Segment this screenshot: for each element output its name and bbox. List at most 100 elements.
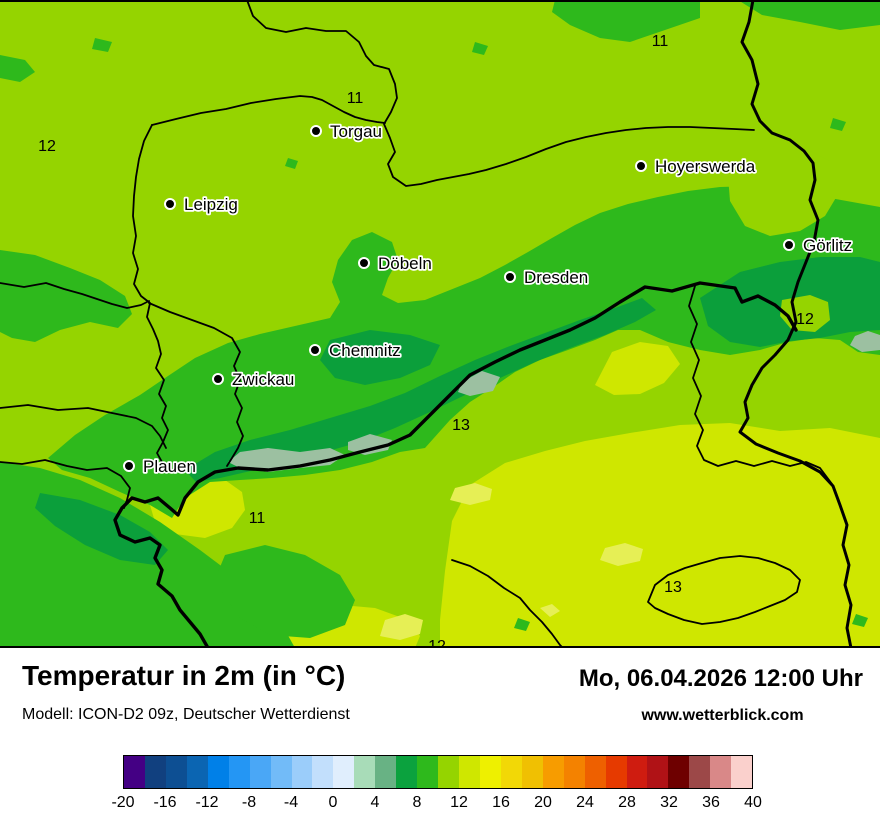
colorbar-tick: 28 [618,794,636,811]
temperature-map: 11 12 11 12 13 11 13 12 Torgau Leipzig Hoyerswerda… [0,0,880,648]
website-link: www.wetterblick.com [641,707,804,724]
colorbar-segment [563,756,585,788]
district-zwickau [148,302,244,467]
region-cool-blob-bottom [218,545,355,638]
colorbar-segment [521,756,543,788]
temp-label: 13 [452,417,470,434]
colorbar-tick: 32 [660,794,678,811]
colorbar-tick: 20 [534,794,552,811]
colorbar-segment [249,756,271,788]
district-left-mid [0,404,167,449]
city-label: Zwickau [232,370,294,389]
colorbar-tick: -20 [111,794,135,811]
district-east [688,285,833,485]
district-north [246,0,755,187]
colorbar-segment [605,756,627,788]
colorbar-segment [207,756,229,788]
colorbar-segment [689,756,711,788]
region-cold-blob-chemnitz-east [320,330,440,385]
region-paleyellow-spot-1 [450,483,492,505]
city-label: Torgau [330,122,382,141]
region-cool-patch-topcenter [552,0,700,42]
map-container: 11 12 11 12 13 11 13 12 Torgau Leipzig Hoyerswerda… [0,0,880,648]
colorbar-segment [500,756,522,788]
region-paleyellow-spot-4 [540,604,560,617]
region-coldest-sage-ridge-1 [228,448,345,472]
city-label: Plauen [143,457,196,476]
city-label: Hoyerswerda [655,157,756,176]
temp-label: 12 [38,138,56,155]
colorbar-tick: 36 [702,794,720,811]
district-left-low [0,459,131,509]
region-cold-blob-southwest [35,493,168,565]
colorbar-segment [228,756,250,788]
region-cool-patch-leftedge [0,55,35,82]
district-leipzig-north [151,95,386,126]
city-label: Döbeln [378,254,432,273]
region-coldest-sage-corner [850,331,880,352]
colorbar-tick: 8 [412,794,422,811]
temperature-colorbar [123,755,753,789]
colorbar-segment [710,756,732,788]
district-thuringia [0,282,150,309]
region-coldest-sage-ridge-2 [348,434,392,455]
border-poland [738,0,853,648]
colorbar-segment [375,756,397,788]
region-warm-zone-southeast [440,423,880,648]
city-marker [783,239,795,251]
colorbar-segment [647,756,669,788]
district-west [132,124,172,469]
region-cool-speck-5 [852,614,868,627]
city-marker [212,373,224,385]
region-cool-speck-2 [472,42,488,55]
colorbar-segment [438,756,459,788]
colorbar-segment [542,756,564,788]
page-title: Temperatur in 2m (in °C) [22,660,346,691]
city-label: Chemnitz [329,341,401,360]
city-marker [123,460,135,472]
colorbar-segment [479,756,501,788]
colorbar-segment [186,756,208,788]
district-enclave-loop [647,555,801,625]
colorbar-segment [144,756,166,788]
colorbar-tick: -4 [283,794,299,811]
colorbar-segment [626,756,648,788]
colorbar-segment [584,756,606,788]
city-marker [164,198,176,210]
model-info: Modell: ICON-D2 09z, Deutscher Wetterdie… [22,706,350,723]
region-cool-patch-topright [738,0,880,30]
region-paleyellow-spot-3 [380,614,423,640]
colorbar-tick: 0 [328,794,338,811]
colorbar-segment [668,756,690,788]
colorbar-tick: 16 [492,794,510,811]
temp-label: 12 [428,638,446,648]
city-marker [310,125,322,137]
colorbar-segment [731,756,753,788]
border-czech [113,281,798,648]
temp-label: 11 [249,510,266,527]
colorbar-segment [270,756,292,788]
region-coldest-sage-ridge-3 [458,371,500,396]
colorbar-segment [459,756,480,788]
district-south-center [451,559,564,648]
region-cool-cluster-leftmid [0,250,132,342]
city-marker [309,344,321,356]
colorbar-segment [291,756,313,788]
forecast-datetime: Mo, 06.04.2026 12:00 Uhr [578,665,863,692]
colorbar-tick: 24 [576,794,594,811]
temp-label: 11 [652,33,669,50]
colorbar-segment [312,756,334,788]
colorbar-segment [124,756,145,788]
city-marker [358,257,370,269]
colorbar-tick: 12 [450,794,468,811]
colorbar-tick: -16 [153,794,177,811]
city-marker [504,271,516,283]
region-mild-pocket-goerlitz [728,146,840,236]
city-label: Dresden [524,268,588,287]
colorbar-tick: 4 [370,794,380,811]
region-paleyellow-spot-2 [600,543,643,566]
colorbar-segment [165,756,187,788]
city-label: Görlitz [803,236,852,255]
city-label: Leipzig [184,195,238,214]
